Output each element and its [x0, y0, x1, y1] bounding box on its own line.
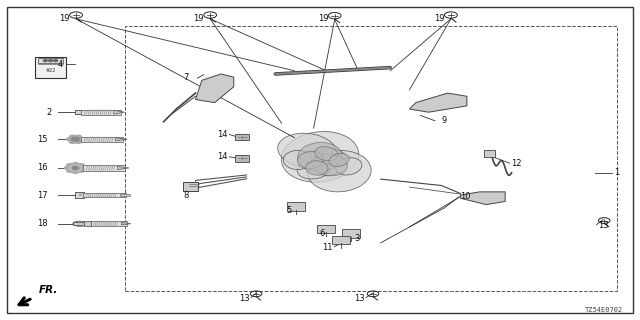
FancyBboxPatch shape	[35, 57, 66, 78]
FancyBboxPatch shape	[235, 134, 249, 140]
FancyBboxPatch shape	[73, 222, 86, 225]
FancyBboxPatch shape	[332, 236, 350, 244]
Ellipse shape	[329, 154, 349, 166]
Ellipse shape	[307, 150, 371, 192]
Text: 4: 4	[58, 60, 63, 69]
Text: 19: 19	[193, 14, 204, 23]
FancyBboxPatch shape	[83, 193, 126, 197]
Text: 12: 12	[511, 159, 522, 168]
FancyBboxPatch shape	[75, 192, 84, 198]
Text: 17: 17	[37, 190, 48, 200]
Ellipse shape	[298, 142, 342, 171]
Ellipse shape	[335, 158, 362, 175]
Circle shape	[72, 137, 79, 141]
Text: 10: 10	[461, 192, 471, 201]
Text: 16: 16	[37, 164, 48, 172]
Circle shape	[54, 60, 58, 61]
Text: 2: 2	[47, 108, 52, 117]
Circle shape	[67, 169, 73, 172]
Circle shape	[65, 166, 71, 170]
Text: 11: 11	[323, 243, 333, 252]
Text: 13: 13	[354, 294, 365, 303]
Text: #22: #22	[45, 68, 56, 73]
Polygon shape	[122, 222, 131, 225]
Circle shape	[77, 164, 84, 167]
Circle shape	[67, 164, 73, 167]
Circle shape	[69, 135, 76, 139]
Circle shape	[67, 138, 73, 141]
Text: 19: 19	[59, 14, 70, 23]
Text: d: d	[78, 193, 81, 197]
Circle shape	[69, 140, 76, 143]
Circle shape	[44, 60, 47, 61]
Circle shape	[77, 169, 84, 172]
Text: 1: 1	[614, 168, 619, 177]
Bar	[125, 26, 617, 291]
Text: 13: 13	[239, 294, 250, 303]
Text: 14: 14	[217, 130, 227, 139]
Ellipse shape	[319, 148, 347, 165]
FancyBboxPatch shape	[287, 202, 305, 211]
Circle shape	[75, 135, 81, 139]
Text: 7: 7	[184, 73, 189, 82]
Text: 8: 8	[184, 190, 189, 200]
Polygon shape	[120, 195, 131, 196]
Polygon shape	[118, 166, 129, 170]
FancyBboxPatch shape	[90, 221, 127, 226]
Text: 6: 6	[320, 229, 325, 238]
Polygon shape	[410, 93, 467, 112]
Ellipse shape	[284, 150, 312, 170]
Circle shape	[69, 165, 82, 171]
Polygon shape	[461, 192, 505, 204]
Text: 5: 5	[286, 206, 291, 215]
Ellipse shape	[281, 132, 359, 182]
FancyBboxPatch shape	[81, 137, 123, 142]
Text: FR.: FR.	[39, 285, 58, 295]
Ellipse shape	[312, 154, 348, 176]
Text: 14: 14	[217, 152, 227, 161]
Ellipse shape	[298, 151, 323, 169]
FancyBboxPatch shape	[38, 58, 63, 63]
FancyBboxPatch shape	[75, 110, 83, 115]
Circle shape	[78, 138, 84, 141]
Ellipse shape	[303, 151, 343, 176]
Text: 13: 13	[598, 221, 609, 230]
Text: 15: 15	[38, 135, 48, 144]
Ellipse shape	[278, 133, 337, 168]
FancyBboxPatch shape	[484, 150, 495, 157]
Ellipse shape	[73, 221, 87, 226]
Text: 19: 19	[318, 14, 328, 23]
Circle shape	[72, 163, 79, 166]
Ellipse shape	[297, 160, 330, 179]
Ellipse shape	[306, 161, 328, 175]
Polygon shape	[195, 74, 234, 103]
Text: 19: 19	[434, 14, 445, 23]
Polygon shape	[114, 110, 125, 114]
Text: 18: 18	[37, 219, 48, 228]
FancyBboxPatch shape	[84, 221, 92, 226]
FancyBboxPatch shape	[182, 182, 198, 191]
Polygon shape	[116, 138, 127, 141]
Text: 9: 9	[442, 116, 447, 125]
Ellipse shape	[315, 147, 338, 161]
FancyBboxPatch shape	[83, 165, 125, 171]
FancyBboxPatch shape	[81, 110, 121, 115]
FancyBboxPatch shape	[342, 229, 360, 238]
Circle shape	[80, 166, 86, 170]
Text: 3: 3	[354, 234, 360, 243]
Circle shape	[72, 170, 79, 173]
FancyBboxPatch shape	[235, 155, 249, 162]
Circle shape	[75, 140, 81, 143]
Circle shape	[49, 60, 52, 61]
FancyBboxPatch shape	[317, 225, 335, 233]
Circle shape	[72, 166, 79, 170]
Text: TZ54E0702: TZ54E0702	[585, 307, 623, 313]
